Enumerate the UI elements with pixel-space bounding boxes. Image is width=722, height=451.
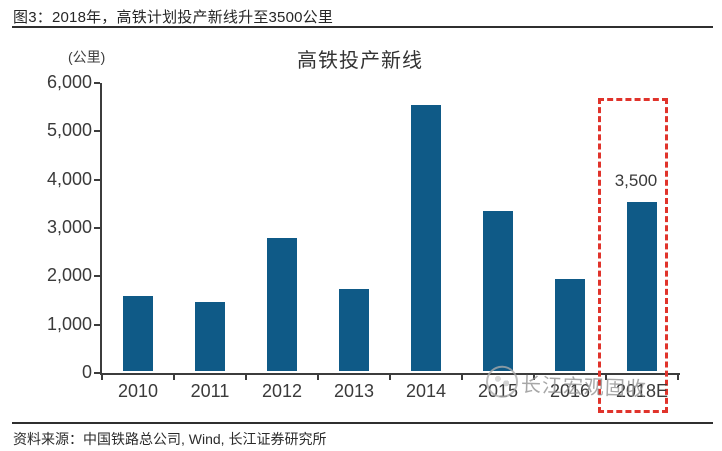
- x-axis-label-2018e: 2018E: [615, 381, 669, 401]
- y-axis-tick: [94, 130, 100, 133]
- bar-2018e: [627, 201, 657, 371]
- caption-divider: [12, 26, 713, 28]
- x-axis-tick: [245, 375, 247, 380]
- y-axis-tick: [94, 372, 100, 374]
- y-axis-label: 1,000: [46, 313, 92, 334]
- y-axis-label: 2,000: [46, 265, 92, 286]
- x-axis-tick: [317, 375, 319, 380]
- y-axis-label: 0: [81, 362, 92, 382]
- x-axis-label-2011: 2011: [190, 381, 230, 401]
- x-axis-line: [100, 373, 680, 375]
- figure-caption: 图3：2018年，高铁计划投产新线升至3500公里: [13, 9, 334, 26]
- bar-2016: [555, 279, 585, 371]
- x-axis-label-2015: 2015: [477, 381, 519, 401]
- y-axis-line: [100, 83, 102, 375]
- y-axis-label: 3,000: [46, 217, 92, 237]
- y-axis-tick: [94, 275, 100, 278]
- bar-2012: [267, 238, 297, 371]
- bar-2013: [339, 288, 369, 371]
- y-axis-label: 6,000: [46, 72, 92, 92]
- x-axis-tick: [173, 375, 175, 380]
- x-axis-label-2016: 2016: [549, 381, 591, 401]
- y-axis-tick: [94, 227, 100, 229]
- bottom-divider: [12, 422, 713, 424]
- x-axis-tick: [605, 375, 607, 380]
- y-axis-unit-label: (公里): [68, 49, 106, 65]
- x-axis-tick: [461, 375, 463, 380]
- x-axis-label-2010: 2010: [117, 381, 159, 401]
- y-axis-label: 5,000: [46, 120, 92, 141]
- x-axis-label-2014: 2014: [405, 381, 447, 401]
- bar-2014: [411, 105, 441, 371]
- x-axis-label-2012: 2012: [261, 381, 303, 401]
- x-axis-tick: [389, 375, 391, 380]
- x-axis-tick: [533, 375, 535, 380]
- y-axis-tick: [94, 82, 100, 84]
- bar-2015: [483, 210, 513, 371]
- highlight-box-2018e: [598, 98, 668, 413]
- bar-chart-plot-area: 3,500 0 1,000 2,000 3,000 4,000 5,000 6,000 201…: [47, 72, 680, 413]
- x-axis-tick: [677, 375, 679, 380]
- x-axis-tick: [101, 375, 103, 380]
- bar-2010: [123, 295, 153, 371]
- y-axis-tick: [94, 323, 100, 326]
- source-note: 资料来源：中国铁路总公司, Wind, 长江证券研究所: [13, 431, 327, 447]
- bar-2011: [195, 301, 225, 371]
- y-axis-label: 4,000: [46, 168, 92, 189]
- data-label-2018e: 3,500: [614, 171, 658, 190]
- chart-title: 高铁投产新线: [297, 50, 423, 72]
- y-axis-tick: [94, 178, 100, 181]
- x-axis-label-2013: 2013: [333, 381, 375, 401]
